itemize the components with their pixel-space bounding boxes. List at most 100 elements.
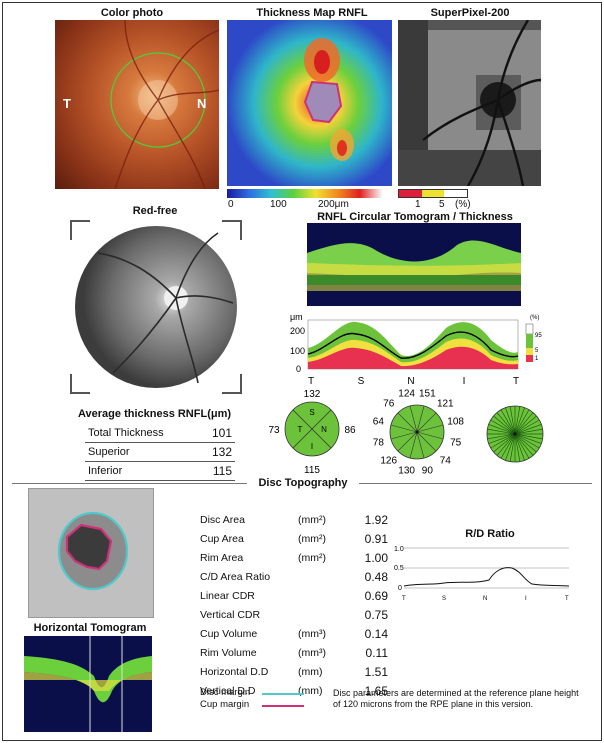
clock-spoke (390, 424, 418, 433)
row-label-superior: Superior (85, 442, 199, 462)
horizontal-tomogram-image (24, 636, 152, 732)
redfree-title: Red-free (132, 205, 178, 217)
disc-param-name: Linear CDR (200, 589, 255, 602)
sector-spoke (514, 433, 525, 461)
clock-sector-value: 130 (398, 466, 415, 477)
thickness-tick-100: 100 (270, 199, 287, 210)
quad-superior-value: 132 (304, 389, 321, 400)
sector-circle-chart (486, 405, 544, 463)
clock-spoke (397, 412, 418, 433)
avg-thickness-table: Total Thickness 101 Superior 132 Inferior 1… (85, 424, 235, 481)
sector-spoke (505, 433, 516, 461)
disc-param-value: 1.92 (364, 512, 388, 527)
superpixel-title: SuperPixel-200 (430, 7, 510, 19)
sector-spoke (488, 424, 516, 435)
disc-param-value: 1.65 (364, 683, 388, 698)
tomogram-title: RNFL Circular Tomogram / Thickness (317, 211, 513, 223)
disc-topography-title: Disc Topography (247, 477, 359, 489)
avg-thickness-title: Average thickness RNFL(μm) (78, 408, 232, 420)
sector-spoke (493, 415, 516, 435)
superpixel-tick-1: 1 (415, 199, 421, 210)
disc-parameters-list: Disc Area (mm²) 1.92 Cup Area (mm²) 0.91 Rim A… (200, 510, 388, 700)
profile-x-S: S (358, 376, 365, 387)
row-label-total: Total Thickness (85, 424, 199, 443)
disc-topography-image (28, 488, 154, 618)
clock-sector-value: 76 (383, 399, 395, 410)
superpixel-tick-pct: (%) (455, 199, 471, 210)
profile-y-unit: μm (290, 312, 303, 322)
clock-sector-value: 108 (447, 417, 464, 428)
disc-param-value: 0.91 (364, 531, 388, 546)
sector-spoke (488, 433, 516, 444)
legend-cup-margin-line (262, 705, 304, 707)
disc-param-name: Rim Area (200, 551, 244, 564)
rd-x-N: N (483, 596, 487, 602)
disc-param-row: Vertical D.D (mm) 1.65 (200, 681, 388, 700)
sector-spoke (514, 433, 534, 456)
table-row: Superior 132 (85, 442, 235, 462)
clock-spoke (416, 424, 444, 433)
disc-param-unit: (mm) (298, 665, 323, 678)
color-photo-title: Color photo (100, 7, 164, 19)
rd-x-T2: T (565, 596, 569, 602)
disc-param-row: Rim Area (mm²) 1.00 (200, 548, 388, 567)
legend-disc-margin-line (262, 693, 304, 695)
quad-inferior-value: 115 (304, 465, 320, 476)
disc-param-name: Cup Area (200, 532, 244, 545)
sector-spoke (514, 412, 534, 435)
table-row: Total Thickness 101 (85, 424, 235, 443)
clock-spoke (416, 431, 437, 452)
temporal-label: T (63, 96, 71, 111)
disc-param-name: Horizontal D.D (200, 665, 269, 678)
circular-tomogram-image (307, 223, 521, 306)
disc-param-value: 0.14 (364, 626, 388, 641)
row-value-total: 101 (198, 424, 235, 443)
clock-sector-value: 151 (419, 388, 436, 399)
profile-legend-1: 1 (535, 356, 539, 362)
sector-spoke (514, 433, 542, 444)
clock-spoke (409, 431, 418, 459)
disc-margin-overlay (57, 511, 129, 591)
color-fundus-overlay: T N (63, 20, 219, 189)
row-value-superior: 132 (198, 442, 235, 462)
clock-spoke (397, 431, 418, 452)
disc-param-value: 0.69 (364, 588, 388, 603)
sector-spoke (514, 433, 543, 440)
clock-center (415, 430, 419, 434)
clock-sector-value: 74 (440, 455, 452, 466)
horizontal-tomogram-title: Horizontal Tomogram (33, 622, 147, 634)
sector-spoke (509, 406, 516, 435)
thickness-map-title: Thickness Map RNFL (256, 7, 368, 19)
clock-sector-value: 90 (422, 466, 434, 477)
quad-nasal-value: 86 (344, 425, 356, 436)
disc-note: Disc parameters are determined at the re… (333, 688, 579, 709)
sector-spoke (487, 433, 516, 440)
rd-x-S: S (442, 596, 446, 602)
sector-spoke (496, 433, 516, 456)
thickness-map-heat (227, 20, 392, 186)
disc-param-row: Rim Volume (mm³) 0.11 (200, 643, 388, 662)
nasal-label: N (197, 96, 206, 111)
disc-param-row: Horizontal D.D (mm) 1.51 (200, 662, 388, 681)
disc-param-name: Rim Volume (200, 646, 257, 659)
clock-sector-value: 75 (450, 437, 462, 448)
disc-param-unit: (mm²) (298, 532, 326, 545)
profile-y-tick-200: 200 (290, 326, 305, 336)
thickness-tick-0: 0 (228, 199, 234, 210)
sector-spoke (496, 412, 516, 435)
clock-spoke (416, 412, 437, 433)
profile-x-I: I (463, 376, 466, 387)
sector-spoke (514, 406, 521, 435)
disc-param-value: 1.00 (364, 550, 388, 565)
legend-cup-margin-label: Cup margin (200, 699, 250, 710)
sector-spoke (514, 407, 525, 435)
disc-param-row: Linear CDR 0.69 (200, 586, 388, 605)
clock-spoke (390, 431, 418, 440)
rd-x-I: I (525, 596, 527, 602)
profile-y-tick-100: 100 (290, 346, 305, 356)
quadrant-chart: 132 73 86 115 S T N I (268, 389, 356, 476)
thickness-tick-200: 200μm (318, 199, 349, 210)
sector-spoke (505, 407, 516, 435)
